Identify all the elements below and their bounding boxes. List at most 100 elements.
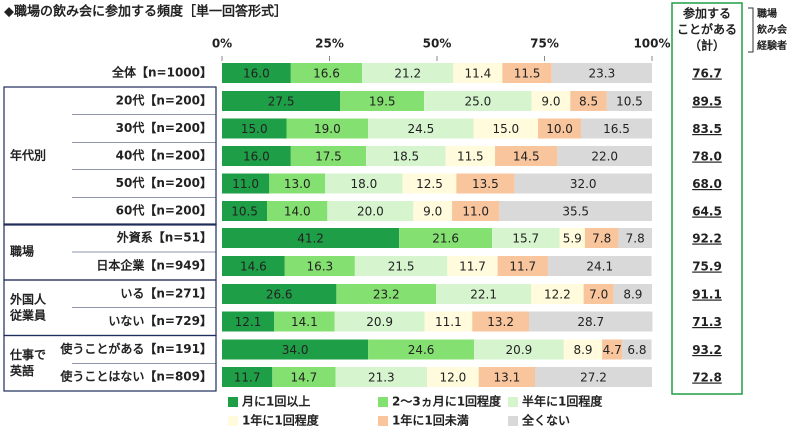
value-label: 11.7 xyxy=(459,260,486,274)
bar-segment xyxy=(538,118,582,139)
value-label: 24.6 xyxy=(408,343,435,357)
value-label: 15.7 xyxy=(512,232,539,246)
legend-swatch xyxy=(508,397,518,407)
bar-segment xyxy=(290,63,363,83)
total-label: 89.5 xyxy=(692,95,722,109)
value-label: 8.9 xyxy=(573,343,592,357)
bar-segment xyxy=(267,201,328,221)
legend-label: 1年に1回未満 xyxy=(392,413,469,428)
row-label: いない【n=729】 xyxy=(108,313,212,328)
bar-segment xyxy=(274,311,335,332)
bar-segment xyxy=(613,284,652,304)
value-label: 14.6 xyxy=(240,260,267,274)
value-label: 10.5 xyxy=(616,95,643,109)
legend-swatch xyxy=(228,416,238,426)
total-label: 68.0 xyxy=(692,177,722,191)
value-label: 11.7 xyxy=(509,260,536,274)
value-label: 5.9 xyxy=(563,232,582,246)
total-label: 91.1 xyxy=(692,288,722,302)
bar-segment xyxy=(222,311,275,332)
value-label: 15.0 xyxy=(241,122,268,136)
value-label: 22.1 xyxy=(470,288,497,302)
value-label: 13.2 xyxy=(487,315,514,329)
value-label: 18.5 xyxy=(392,150,419,164)
value-label: 16.6 xyxy=(313,67,340,81)
value-label: 28.7 xyxy=(577,315,604,329)
bar-segment xyxy=(284,256,355,276)
value-label: 14.5 xyxy=(513,150,540,164)
value-label: 17.5 xyxy=(315,150,342,164)
legend-swatch xyxy=(378,416,388,426)
bar-segment xyxy=(445,146,496,166)
totals-box xyxy=(671,2,743,395)
value-label: 6.8 xyxy=(627,343,646,357)
value-label: 21.3 xyxy=(368,371,395,385)
total-label: 93.2 xyxy=(692,343,722,357)
value-label: 41.2 xyxy=(297,232,324,246)
bar-segment xyxy=(436,284,532,304)
bar-segment xyxy=(368,118,474,139)
bar-segment xyxy=(222,201,268,221)
legend-swatch xyxy=(378,397,388,407)
bar-segment xyxy=(424,311,473,332)
bar-segment xyxy=(222,118,287,139)
value-label: 12.5 xyxy=(416,177,443,191)
value-label: 19.5 xyxy=(369,95,396,109)
bar-segment xyxy=(502,63,552,83)
value-label: 27.2 xyxy=(580,371,607,385)
bar-segment xyxy=(290,146,367,166)
value-label: 16.0 xyxy=(243,150,270,164)
value-label: 27.5 xyxy=(268,95,295,109)
bar-segment xyxy=(399,228,493,248)
note: 職場 xyxy=(757,7,777,20)
legend-label: 半年に1回程度 xyxy=(522,394,603,409)
note: 経験者 xyxy=(757,39,787,52)
value-label: 10.5 xyxy=(231,205,258,219)
bar-segment xyxy=(584,228,619,248)
group-label: 英語 xyxy=(10,363,34,378)
value-label: 20.9 xyxy=(506,343,533,357)
legend-label: 1年に1回程度 xyxy=(242,413,320,428)
totals-header: 参加する xyxy=(683,6,731,21)
bar-segment xyxy=(424,91,532,111)
value-label: 15.0 xyxy=(492,122,519,136)
bar-segment xyxy=(222,63,291,83)
bar-segment xyxy=(583,284,614,304)
bar-segment xyxy=(581,118,652,139)
row-label: 全体【n=1000】 xyxy=(111,65,212,80)
value-label: 10.0 xyxy=(546,122,573,136)
row-label: 日本企業【n=949】 xyxy=(96,258,212,273)
bar-segment xyxy=(531,91,571,111)
bar-segment xyxy=(452,201,500,221)
legend-label: 月に1回以上 xyxy=(241,394,310,409)
bar-segment xyxy=(602,339,623,360)
total-label: 64.5 xyxy=(692,205,722,219)
value-label: 7.8 xyxy=(626,232,645,246)
bar-segment xyxy=(472,311,530,332)
bar-segment xyxy=(559,228,585,248)
bar-segment xyxy=(618,228,652,248)
bar-segment xyxy=(497,256,548,276)
bar-segment xyxy=(606,91,652,111)
bar-segment xyxy=(557,146,652,166)
bar-segment xyxy=(495,146,558,166)
bar-segment xyxy=(222,228,400,248)
bar-segment xyxy=(327,201,414,221)
value-label: 12.1 xyxy=(235,315,262,329)
bar-segment xyxy=(222,367,273,387)
value-label: 12.2 xyxy=(544,288,571,302)
value-label: 16.3 xyxy=(306,260,333,274)
bar-segment xyxy=(222,146,291,166)
x-tick-label: 75% xyxy=(530,37,559,51)
value-label: 14.7 xyxy=(291,371,318,385)
row-label: 外資系【n=51】 xyxy=(117,230,212,245)
value-label: 25.0 xyxy=(464,95,491,109)
value-label: 9.0 xyxy=(541,95,560,109)
value-label: 11.5 xyxy=(457,150,484,164)
total-label: 75.9 xyxy=(692,260,722,274)
note-bracket xyxy=(748,7,754,53)
value-label: 14.1 xyxy=(291,315,318,329)
total-label: 72.8 xyxy=(692,371,722,385)
bar-segment xyxy=(334,311,425,332)
bar-segment xyxy=(427,367,479,387)
